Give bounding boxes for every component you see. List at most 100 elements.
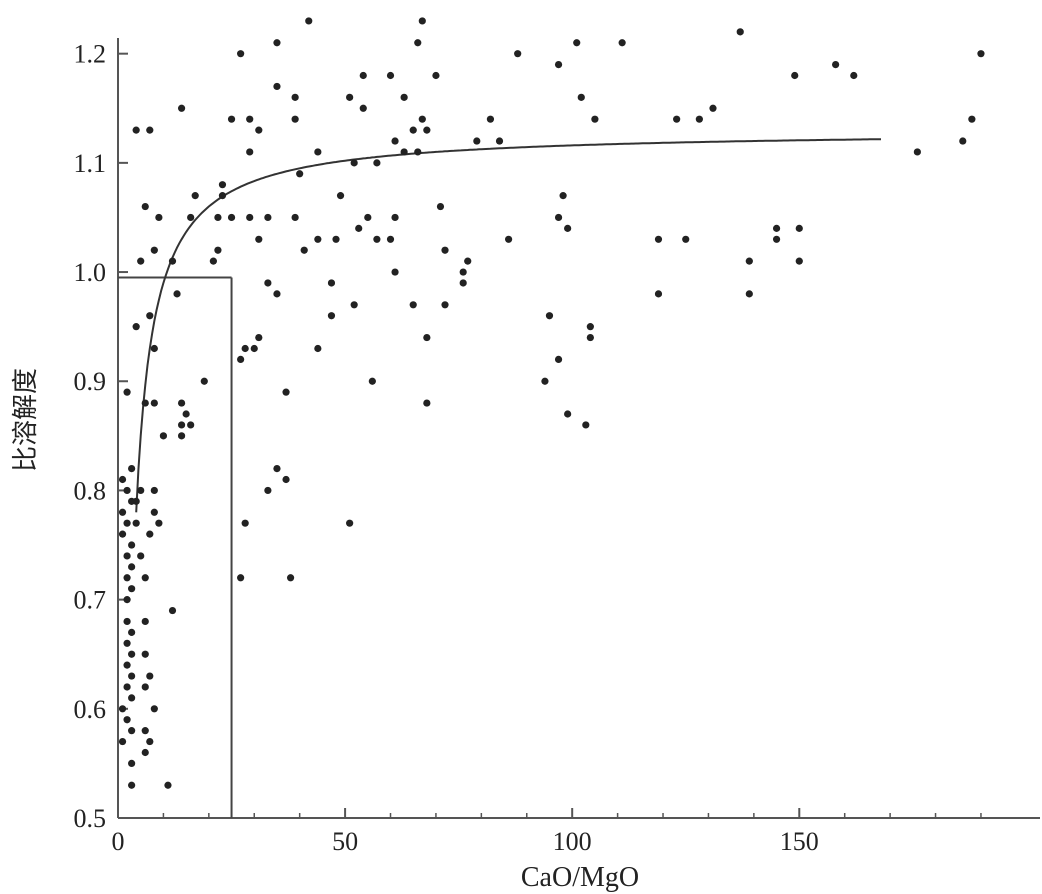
data-point: [123, 552, 131, 560]
data-point: [745, 290, 753, 298]
data-point: [459, 279, 467, 287]
data-point: [682, 235, 690, 243]
data-point: [327, 279, 336, 287]
fit-curve: [135, 138, 881, 513]
data-point: [291, 213, 299, 222]
data-point: [264, 213, 272, 222]
data-point: [968, 115, 976, 123]
data-point: [346, 519, 354, 527]
data-point: [141, 399, 149, 407]
data-point: [150, 344, 158, 353]
data-point: [123, 661, 131, 669]
data-point: [132, 519, 140, 527]
data-point: [123, 388, 131, 396]
data-point: [155, 519, 163, 527]
data-point: [959, 137, 967, 145]
data-point: [128, 464, 136, 473]
data-point: [409, 126, 417, 134]
data-point: [128, 759, 136, 768]
data-point: [282, 475, 290, 484]
data-point: [128, 541, 136, 549]
data-point: [146, 530, 154, 538]
data-point: [123, 639, 131, 647]
data-point: [241, 519, 249, 527]
data-point: [164, 781, 172, 789]
data-point: [327, 312, 336, 320]
data-point: [423, 126, 431, 134]
data-point: [128, 563, 136, 571]
data-point: [118, 737, 127, 746]
data-point: [577, 93, 585, 101]
data-point: [150, 246, 158, 254]
data-point: [128, 585, 136, 593]
data-point: [791, 71, 799, 80]
data-point: [118, 530, 127, 538]
data-point: [141, 650, 149, 658]
x-tick-label: 150: [780, 827, 819, 856]
data-point: [150, 399, 158, 407]
y-axis-ticks: 0.5 0.6 0.7 0.8 0.9 1.0 1.1 1.2: [74, 40, 128, 833]
data-point: [168, 606, 177, 615]
data-point: [795, 224, 803, 232]
data-point: [400, 148, 408, 156]
data-point: [273, 82, 281, 91]
data-point: [541, 377, 549, 385]
data-point: [128, 672, 136, 680]
data-point: [123, 683, 131, 691]
data-point: [850, 71, 858, 80]
x-tick-label: 50: [332, 827, 358, 856]
data-point: [591, 115, 599, 123]
y-tick-label: 1.2: [74, 40, 107, 69]
data-point: [237, 50, 245, 58]
data-point: [118, 475, 127, 484]
data-point: [123, 519, 131, 527]
data-point: [255, 235, 263, 243]
data-point: [441, 301, 449, 309]
data-point: [772, 235, 781, 243]
data-point: [913, 148, 921, 156]
data-point: [977, 50, 985, 58]
data-point: [177, 421, 186, 429]
y-axis-label-group: 比溶解度: [11, 368, 41, 472]
data-point: [391, 137, 399, 145]
data-point: [173, 290, 181, 298]
data-point: [414, 39, 422, 47]
x-tick-label: 0: [112, 827, 125, 856]
data-point: [486, 115, 495, 123]
y-tick-label: 1.0: [74, 258, 107, 287]
data-point: [586, 333, 594, 342]
data-point: [128, 694, 136, 702]
data-point: [296, 170, 304, 178]
data-point: [373, 159, 381, 167]
y-axis-label: 比溶解度: [11, 368, 41, 472]
data-point: [359, 104, 367, 112]
data-point: [368, 377, 376, 385]
data-point: [273, 39, 281, 47]
data-point: [386, 235, 395, 243]
data-point: [654, 235, 663, 243]
data-point: [291, 93, 299, 101]
data-point: [473, 137, 481, 145]
data-point: [237, 574, 245, 582]
data-point: [128, 628, 136, 636]
data-point: [695, 115, 703, 123]
data-point: [118, 705, 127, 713]
data-point: [564, 410, 572, 418]
data-point: [736, 28, 744, 36]
data-point: [141, 727, 149, 735]
data-point: [241, 344, 249, 353]
data-point: [418, 115, 426, 123]
data-point: [187, 421, 195, 429]
data-point: [464, 257, 472, 265]
data-points: [118, 17, 985, 789]
data-point: [673, 115, 681, 123]
reference-lines: [118, 276, 233, 818]
data-point: [514, 50, 522, 58]
data-point: [246, 148, 254, 156]
data-point: [314, 148, 322, 156]
data-point: [123, 617, 131, 626]
data-point: [495, 137, 504, 145]
data-point: [441, 246, 449, 254]
data-point: [264, 279, 272, 287]
y-tick-label: 0.5: [74, 804, 107, 833]
